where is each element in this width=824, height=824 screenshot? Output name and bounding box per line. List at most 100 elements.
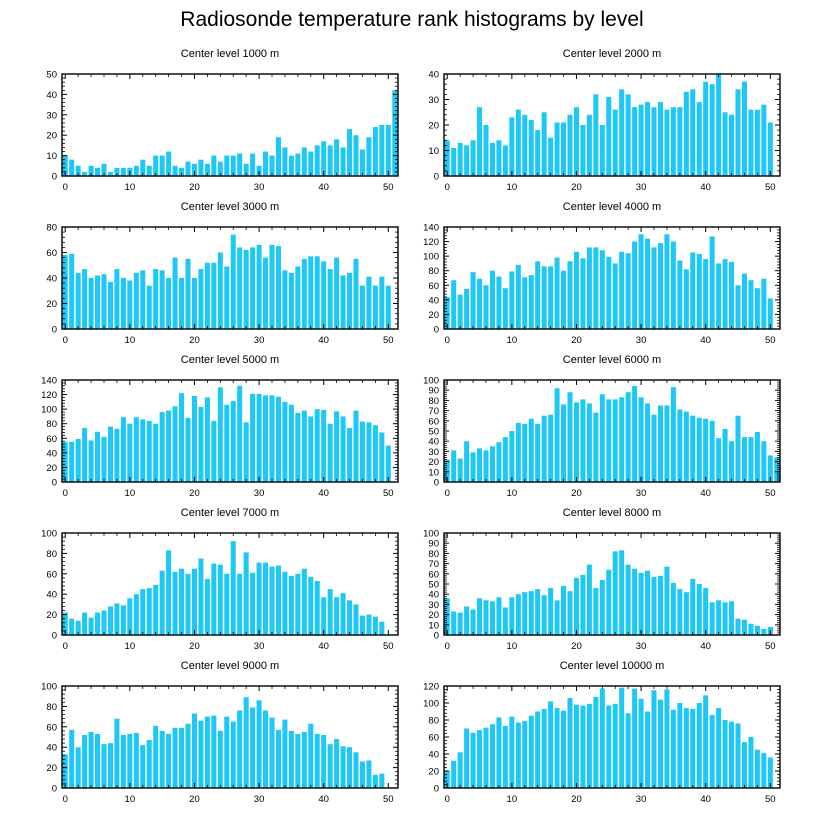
histogram-bar [451,450,457,482]
y-tick-label: 20 [46,763,57,774]
y-tick-label: 10 [428,467,439,478]
histogram-bar [509,716,515,788]
histogram-panel: Center level 8000 m010203040506070809010… [423,507,781,652]
y-tick-label: 60 [46,722,57,733]
histogram-bar [502,437,508,482]
histogram-panel: Center level 10000 m 0 20 40 60 80 100 120 0 10 20… [423,660,781,805]
histogram-bar [606,705,612,788]
histogram-bar [496,597,502,635]
x-tick-label: 30 [254,335,265,346]
y-tick-label: 0 [52,478,57,489]
histogram-bar [496,276,502,329]
histogram-bar [502,145,508,176]
panel-title: Center level 9000 m [181,660,279,672]
histogram-bar [379,773,385,788]
histogram-bar [612,263,618,329]
histogram-bar [69,729,75,788]
histogram-panel: Center level 1000 m 0 10 20 30 40 50 0 10 20 30 40 5… [46,48,399,193]
histogram-bar [204,716,210,788]
histogram-bar [606,399,612,482]
histogram-bar [211,262,217,329]
histogram-bar [554,600,560,635]
y-tick-label: 0 [434,325,439,336]
y-tick-label: 80 [428,266,439,277]
histogram-bar [308,576,314,635]
x-tick-label: 30 [636,335,647,346]
histogram-bar [224,716,230,788]
histogram-bar [683,708,689,788]
histogram-bar [372,616,378,635]
histogram-bar [729,114,735,176]
y-tick-label: 120 [41,390,57,401]
y-tick-label: 20 [428,457,439,468]
histogram-bar [191,163,197,176]
histogram-bar [101,163,107,176]
histogram-bar [237,153,243,176]
histogram-bar [502,607,508,635]
histogram-bar [696,253,702,329]
histogram-bar [774,457,780,482]
histogram-bar [340,275,346,329]
histogram-bar [716,263,722,329]
histogram-bar [619,397,625,482]
panel-title: Center level 7000 m [181,507,279,519]
histogram-bar [340,593,346,635]
histogram-bar [295,733,301,788]
histogram-bar [561,270,567,329]
histogram-bar [528,275,534,329]
histogram-bar [230,721,236,788]
histogram-bar [308,416,314,482]
histogram-bar [522,423,528,482]
x-tick-label: 40 [318,488,329,499]
x-tick-label: 0 [63,794,68,805]
histogram-bar [522,592,528,635]
histogram-bar [483,125,489,176]
histogram-bar [140,159,146,176]
histogram-bar [321,734,327,788]
histogram-bar [735,415,741,482]
histogram-bar [359,149,365,176]
histogram-bar [153,725,159,788]
histogram-bar [120,167,126,176]
histogram-bar [496,442,502,482]
histogram-bar [580,705,586,788]
histogram-panel: Center level 6000 m010203040506070809010… [423,354,781,499]
histogram-bar [477,278,483,329]
histogram-bar [561,586,567,635]
histogram-bar [269,244,275,329]
histogram-bar [133,417,139,482]
histogram-bar [75,272,81,329]
histogram-bar [489,724,495,788]
x-tick-label: 0 [63,335,68,346]
histogram-bar [748,280,754,329]
histogram-bar [580,399,586,482]
histogram-bar [703,418,709,482]
histogram-bar [761,104,767,176]
histogram-bar [619,89,625,176]
histogram-bar [146,165,152,176]
histogram-bar [683,592,689,635]
histogram-bar [703,259,709,329]
histogram-bar [82,734,88,788]
histogram-bar [709,714,715,788]
histogram-bar [327,589,333,635]
histogram-bar [159,155,165,176]
x-tick-label: 0 [445,182,450,193]
y-tick-label: 40 [428,750,439,761]
histogram-bar [664,109,670,176]
histogram-bar [327,744,333,788]
histogram-bar [172,165,178,176]
histogram-bar [75,620,81,635]
histogram-bar [612,399,618,482]
y-tick-label: 140 [41,376,57,387]
histogram-bar [347,428,353,482]
histogram-bar [224,266,230,329]
histogram-bar [632,688,638,788]
histogram-bar [191,713,197,788]
histogram-bar [321,141,327,176]
histogram-bar [62,441,68,482]
histogram-bar [696,703,702,788]
y-tick-label: 0 [52,172,57,183]
histogram-bar [146,588,152,635]
histogram-bar [554,388,560,482]
